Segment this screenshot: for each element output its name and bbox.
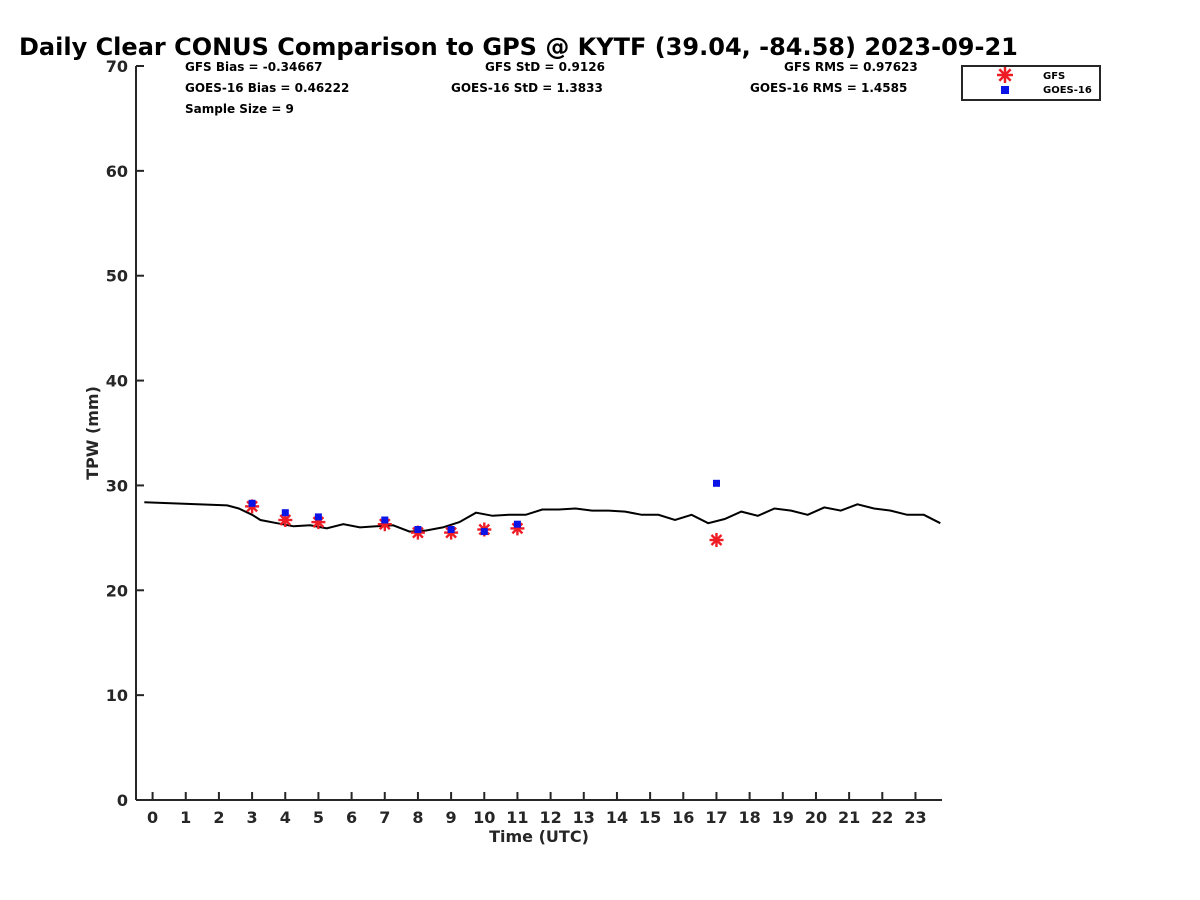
x-tick-label: 19 — [772, 808, 794, 827]
gfs-markers — [245, 499, 724, 547]
x-tick-label: 18 — [738, 808, 760, 827]
legend-box — [961, 65, 1101, 101]
y-tick-label: 40 — [106, 372, 128, 391]
x-tick-label: 9 — [446, 808, 457, 827]
y-tick-label: 10 — [106, 686, 128, 705]
x-tick-label: 0 — [147, 808, 158, 827]
x-ticks: 0 1 2 3 4 5 6 7 8 9 10 11 12 13 14 15 16 17 18 19 20 21 22 23 — [147, 792, 927, 827]
goes16-point — [713, 479, 720, 487]
x-tick-label: 20 — [805, 808, 827, 827]
goes-bias-text: GOES-16 Bias = 0.46222 — [185, 81, 349, 95]
gfs-rms-text: GFS RMS = 0.97623 — [784, 60, 918, 74]
legend-gfs-marker — [997, 67, 1013, 83]
sample-size-text: Sample Size = 9 — [185, 102, 294, 116]
x-tick-label: 6 — [346, 808, 357, 827]
x-tick-label: 16 — [672, 808, 694, 827]
legend-gfs-label: GFS — [1043, 71, 1065, 82]
x-tick-label: 4 — [280, 808, 291, 827]
x-tick-label: 8 — [412, 808, 423, 827]
y-tick-label: 0 — [117, 791, 128, 810]
x-tick-label: 1 — [180, 808, 191, 827]
goes16-point — [447, 526, 455, 533]
legend-goes16-label: GOES-16 — [1043, 85, 1092, 96]
y-tick-label: 60 — [106, 162, 128, 181]
gps-series-line — [144, 501, 941, 533]
goes16-point — [381, 516, 389, 524]
gfs-bias-text: GFS Bias = -0.34667 — [185, 60, 322, 74]
x-tick-label: 17 — [705, 808, 727, 827]
x-tick-label: 12 — [539, 808, 561, 827]
goes-rms-text: GOES-16 RMS = 1.4585 — [750, 81, 907, 95]
goes16-point — [513, 520, 521, 528]
x-tick-label: 23 — [904, 808, 926, 827]
y-tick-label: 30 — [106, 476, 128, 495]
gps-line — [144, 501, 941, 533]
x-tick-label: 7 — [379, 808, 390, 827]
legend-goes16-marker — [1001, 86, 1009, 94]
goes16-point — [414, 526, 422, 533]
x-axis-label: Time (UTC) — [489, 827, 589, 846]
legend: GFS GOES-16 — [961, 65, 1101, 101]
goes16-point — [314, 513, 322, 521]
y-ticks: 0 10 20 30 40 50 60 70 — [106, 57, 144, 810]
chart-title: Daily Clear CONUS Comparison to GPS @ KY… — [19, 33, 1018, 61]
goes16-markers — [248, 479, 720, 536]
stats-block: GFS Bias = -0.34667 GOES-16 Bias = 0.462… — [185, 60, 918, 116]
x-tick-label: 3 — [247, 808, 258, 827]
x-tick-label: 14 — [606, 808, 628, 827]
goes-std-text: GOES-16 StD = 1.3833 — [451, 81, 603, 95]
x-tick-label: 11 — [506, 808, 528, 827]
x-tick-label: 21 — [838, 808, 860, 827]
goes16-point — [248, 499, 256, 507]
gfs-std-text: GFS StD = 0.9126 — [485, 60, 605, 74]
goes16-point — [480, 528, 488, 536]
x-tick-label: 2 — [213, 808, 224, 827]
y-tick-label: 20 — [106, 581, 128, 600]
y-axis-label: TPW (mm) — [83, 386, 102, 480]
x-tick-label: 15 — [639, 808, 661, 827]
x-tick-label: 13 — [573, 808, 595, 827]
x-tick-label: 10 — [473, 808, 495, 827]
y-tick-label: 70 — [106, 57, 128, 76]
x-tick-label: 22 — [871, 808, 893, 827]
goes16-point — [281, 509, 289, 517]
gfs-point — [709, 533, 724, 547]
y-tick-label: 50 — [106, 267, 128, 286]
x-tick-label: 5 — [313, 808, 324, 827]
